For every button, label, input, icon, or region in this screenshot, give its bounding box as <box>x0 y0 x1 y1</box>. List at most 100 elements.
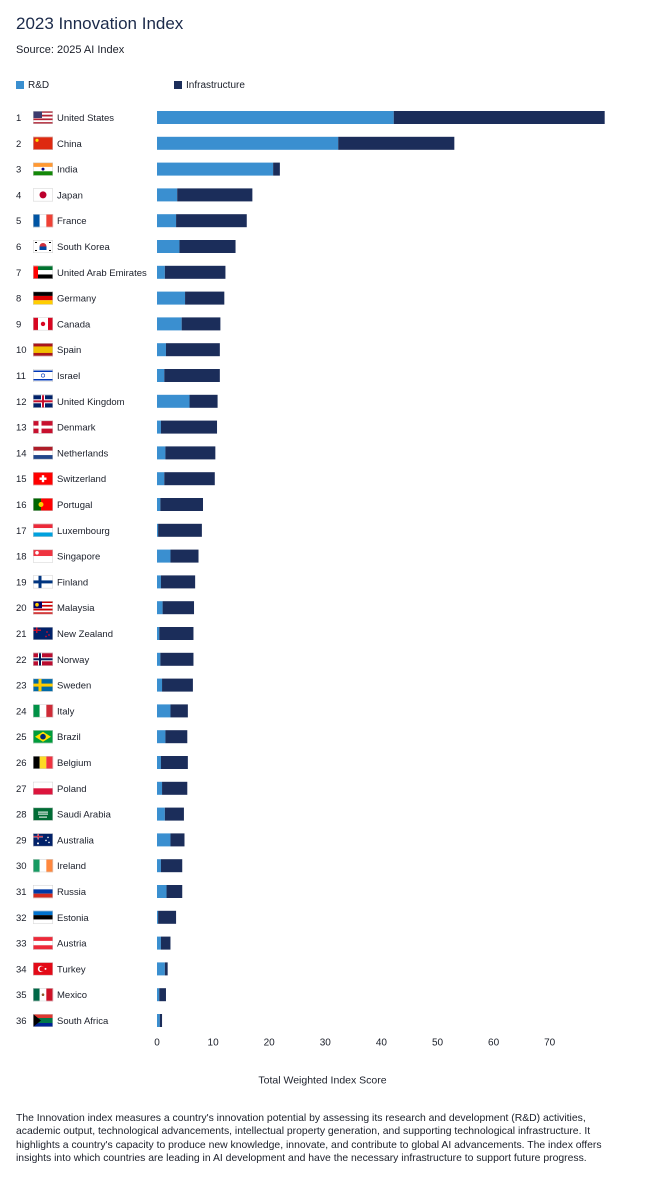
flag-ee-icon <box>33 910 53 924</box>
bar-infrastructure <box>393 111 605 124</box>
rank-label: 16 <box>16 500 27 511</box>
category-label: China <box>57 139 83 150</box>
category-label: South Africa <box>57 1016 109 1027</box>
flag-fi-icon <box>33 575 53 589</box>
bar-rd <box>157 859 161 873</box>
flag-no-icon <box>33 652 53 666</box>
rank-label: 14 <box>16 448 27 459</box>
flag-ru-icon <box>33 885 53 899</box>
rank-label: 28 <box>16 810 27 821</box>
legend-item-rd: R&D <box>16 78 49 92</box>
bar-rd <box>157 549 171 563</box>
flag-de-icon <box>33 291 53 305</box>
bar-rd <box>157 936 161 950</box>
flag-us-icon <box>33 111 53 124</box>
bar-rd <box>157 833 171 847</box>
category-label: Luxembourg <box>57 526 110 537</box>
rank-label: 2 <box>16 139 21 150</box>
flag-ch-icon <box>33 472 53 486</box>
category-label: Finland <box>57 577 88 588</box>
stacked-bar-chart: 1 United States 2 China 3 India 4 Japan 5 France 6… <box>16 111 605 1087</box>
category-label: Ireland <box>57 861 86 872</box>
bar-infrastructure <box>159 627 194 640</box>
category-label: Japan <box>57 190 83 201</box>
bar-rd <box>157 601 163 615</box>
category-label: Poland <box>57 784 87 795</box>
flag-ca-icon <box>33 317 53 331</box>
x-tick-label: 40 <box>376 1038 388 1049</box>
bar-infrastructure <box>162 678 193 692</box>
bar-infrastructure <box>160 652 194 666</box>
bar-infrastructure <box>160 420 218 434</box>
bar-infrastructure <box>160 575 196 589</box>
rank-label: 12 <box>16 397 27 408</box>
rank-label: 30 <box>16 861 27 872</box>
category-label: United Arab Emirates <box>57 268 147 279</box>
category-label: Germany <box>57 294 96 305</box>
legend-label-rd: R&D <box>28 79 50 91</box>
category-label: Norway <box>57 655 89 666</box>
bar-rd <box>157 162 274 176</box>
bar-infrastructure <box>189 394 218 408</box>
x-tick-label: 60 <box>488 1038 500 1049</box>
flag-nl-icon <box>33 446 53 460</box>
bar-rd <box>157 1014 160 1027</box>
flag-se-icon <box>33 678 53 692</box>
bar-rd <box>157 317 182 331</box>
bar-infrastructure <box>160 498 204 511</box>
category-label: United Kingdom <box>57 397 125 408</box>
bar-infrastructure <box>177 188 253 202</box>
rank-label: 22 <box>16 655 27 666</box>
bar-infrastructure <box>164 265 226 279</box>
rank-label: 20 <box>16 603 27 614</box>
bar-infrastructure <box>170 833 185 847</box>
category-label: Denmark <box>57 423 96 434</box>
rank-label: 36 <box>16 1016 27 1027</box>
bar-infrastructure <box>273 162 280 176</box>
flag-ae-icon <box>33 265 53 279</box>
category-label: United States <box>57 113 114 124</box>
bar-infrastructure <box>165 343 220 357</box>
rank-label: 13 <box>16 423 27 434</box>
rank-label: 10 <box>16 345 27 356</box>
flag-mx-icon <box>33 988 54 1002</box>
rank-label: 32 <box>16 913 27 924</box>
flag-es-icon <box>33 343 53 357</box>
bar-rd <box>157 420 161 434</box>
bar-infrastructure <box>181 317 221 331</box>
rank-label: 29 <box>16 835 27 846</box>
x-tick-label: 50 <box>432 1038 444 1049</box>
flag-at-icon <box>33 936 53 950</box>
category-label: Israel <box>57 371 80 382</box>
flag-br-icon <box>33 730 53 744</box>
bar-rd <box>157 343 166 357</box>
category-label: Mexico <box>57 990 87 1001</box>
bar-infrastructure <box>160 859 183 873</box>
bar-infrastructure <box>165 446 216 460</box>
category-label: Singapore <box>57 552 100 563</box>
flag-il-icon <box>33 369 53 382</box>
bar-infrastructure <box>170 549 199 563</box>
bar-rd <box>157 291 186 305</box>
rank-label: 25 <box>16 732 27 743</box>
category-label: South Korea <box>57 242 111 253</box>
bar-rd <box>157 781 163 795</box>
rank-label: 11 <box>16 371 26 382</box>
bar-rd <box>157 652 161 666</box>
category-label: Sweden <box>57 681 91 692</box>
bar-rd <box>157 678 163 692</box>
bar-infrastructure <box>179 240 236 253</box>
bar-infrastructure <box>162 601 195 615</box>
category-label: Belgium <box>57 758 91 769</box>
bar-rd <box>157 498 161 511</box>
rank-label: 5 <box>16 216 21 227</box>
category-label: Portugal <box>57 500 92 511</box>
legend-swatch-rd <box>16 81 24 89</box>
rank-label: 15 <box>16 474 27 485</box>
rank-label: 24 <box>16 706 27 717</box>
rank-label: 8 <box>16 294 21 305</box>
rank-label: 19 <box>16 577 27 588</box>
x-tick-label: 20 <box>264 1038 276 1049</box>
bar-infrastructure <box>170 704 188 718</box>
bar-rd <box>157 962 165 976</box>
